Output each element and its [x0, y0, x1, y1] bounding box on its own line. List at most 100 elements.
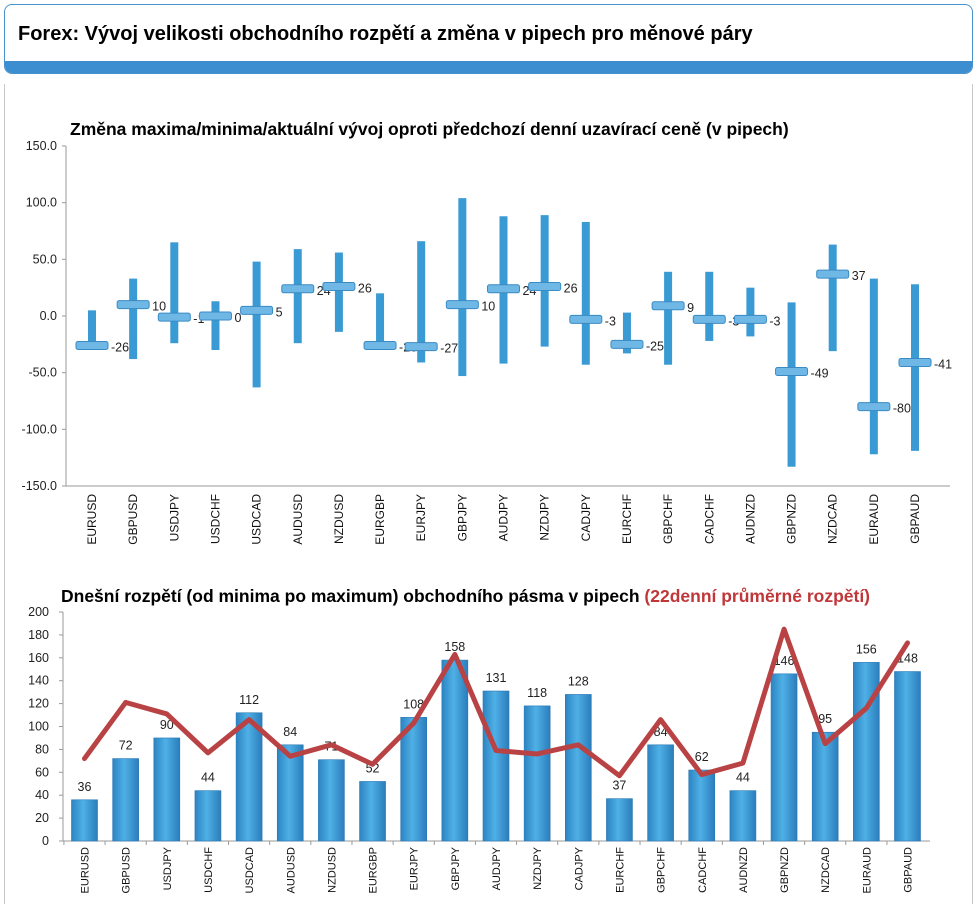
- bar-category-label: NZDCAD: [820, 847, 832, 893]
- bar-category-label: USDCHF: [203, 847, 215, 893]
- page-title: Forex: Vývoj velikosti obchodního rozpět…: [18, 23, 753, 45]
- current-value-label: -41: [934, 357, 952, 371]
- current-value-label: 37: [852, 269, 866, 283]
- range-bar-column: [606, 798, 633, 842]
- current-value-label: 5: [276, 305, 283, 319]
- range-bar: [88, 310, 96, 350]
- range-bar-column: [400, 717, 428, 842]
- range-bar-column: [71, 799, 98, 842]
- range-category-label: GBPNZD: [785, 494, 799, 544]
- range-category-label: AUDJPY: [497, 494, 511, 541]
- range-y-tick-label: -50.0: [29, 366, 58, 380]
- range-bar-column: [318, 759, 345, 842]
- bar-chart-title: Dnešní rozpětí (od minima po maximum) ob…: [61, 586, 870, 607]
- range-bar-column: [647, 744, 674, 842]
- range-category-label: EURGBP: [373, 494, 387, 545]
- current-marker: [651, 301, 685, 311]
- bar-category-label: AUDNZD: [738, 847, 750, 893]
- bar-y-tick-label: 60: [35, 765, 49, 779]
- range-y-tick-label: -100.0: [22, 422, 57, 436]
- bar-chart-title-main: Dnešní rozpětí (od minima po maximum) ob…: [61, 586, 640, 606]
- current-marker: [528, 282, 562, 292]
- range-bar-column: [894, 671, 921, 842]
- range-category-label: EURAUD: [867, 494, 881, 545]
- range-bar-column: [770, 673, 798, 842]
- bar-category-label: USDJPY: [162, 846, 174, 890]
- current-marker: [692, 314, 726, 324]
- bar-data-label: 95: [818, 712, 832, 726]
- range-category-label: EURJPY: [414, 494, 428, 541]
- bar-data-label: 36: [78, 780, 92, 794]
- range-category-label: NZDJPY: [538, 494, 552, 541]
- bar-category-label: AUDJPY: [491, 846, 503, 890]
- header-accent-bar: [5, 61, 972, 73]
- range-y-tick-label: 0.0: [40, 309, 57, 323]
- bar-data-label: 128: [568, 674, 589, 688]
- current-value-label: 10: [481, 300, 495, 314]
- bar-y-tick-label: 0: [42, 834, 49, 848]
- bar-data-label: 72: [119, 739, 133, 753]
- bar-y-tick-label: 160: [28, 651, 49, 665]
- range-bar: [129, 278, 138, 360]
- range-category-label: NZDUSD: [332, 494, 346, 544]
- current-value-label: -26: [111, 340, 129, 354]
- current-value-label: 10: [152, 300, 166, 314]
- current-value-label: -27: [440, 342, 458, 356]
- bar-category-label: CADCHF: [697, 847, 709, 893]
- bar-y-tick-label: 200: [28, 605, 49, 619]
- current-marker: [569, 314, 603, 324]
- current-marker: [404, 342, 438, 352]
- bar-category-label: EURJPY: [409, 846, 421, 890]
- bar-y-tick-label: 80: [35, 742, 49, 756]
- bar-data-label: 108: [403, 697, 424, 711]
- range-bar-column: [482, 690, 510, 842]
- range-bar-column: [359, 781, 386, 842]
- bar-data-label: 146: [774, 654, 795, 668]
- bar-category-label: EURUSD: [80, 847, 92, 894]
- range-bar-column: [235, 712, 263, 842]
- current-value-label: 9: [687, 301, 694, 315]
- range-category-label: CADCHF: [702, 494, 716, 544]
- bar-y-tick-label: 40: [35, 788, 49, 802]
- range-category-label: USDCAD: [250, 494, 264, 545]
- current-value-label: -3: [728, 314, 739, 328]
- current-marker: [445, 300, 479, 310]
- current-value-label: 0: [234, 311, 241, 325]
- range-category-label: EURCHF: [620, 494, 634, 544]
- range-chart-title: Změna maxima/minima/aktuální vývoj oprot…: [70, 119, 789, 139]
- bar-data-label: 37: [612, 779, 626, 793]
- bar-category-label: GBPCHF: [656, 847, 668, 893]
- range-category-label: EURUSD: [85, 494, 99, 545]
- range-bar: [252, 261, 261, 388]
- average-range-line: [82, 626, 910, 779]
- current-value-label: -3: [769, 314, 780, 328]
- range-bar: [828, 244, 837, 352]
- range-bar: [458, 198, 467, 377]
- range-bar-column: [194, 790, 222, 842]
- range-bar: [911, 284, 919, 451]
- bar-y-tick-label: 20: [35, 811, 49, 825]
- current-value-label: 26: [358, 282, 372, 296]
- range-category-label: GBPUSD: [126, 494, 140, 545]
- current-marker: [610, 339, 644, 349]
- range-bar-column: [688, 769, 716, 842]
- current-marker: [198, 311, 232, 321]
- bar-category-label: EURCHF: [614, 847, 626, 893]
- current-marker: [857, 402, 891, 412]
- range-category-label: AUDNZD: [743, 494, 757, 544]
- current-marker: [898, 357, 932, 367]
- bar-category-label: AUDUSD: [285, 847, 297, 894]
- bar-category-label: CADJPY: [573, 846, 585, 890]
- current-value-label: -1: [193, 312, 204, 326]
- range-bar: [170, 242, 179, 344]
- range-bar: [664, 271, 673, 365]
- range-bar-column: [523, 705, 551, 842]
- bar-data-label: 62: [695, 750, 709, 764]
- current-marker: [363, 340, 397, 350]
- bar-data-label: 158: [444, 640, 465, 654]
- bar-data-label: 156: [856, 642, 877, 656]
- current-marker: [75, 340, 109, 350]
- range-y-tick-label: 100.0: [26, 196, 57, 210]
- range-bar-column: [441, 659, 469, 842]
